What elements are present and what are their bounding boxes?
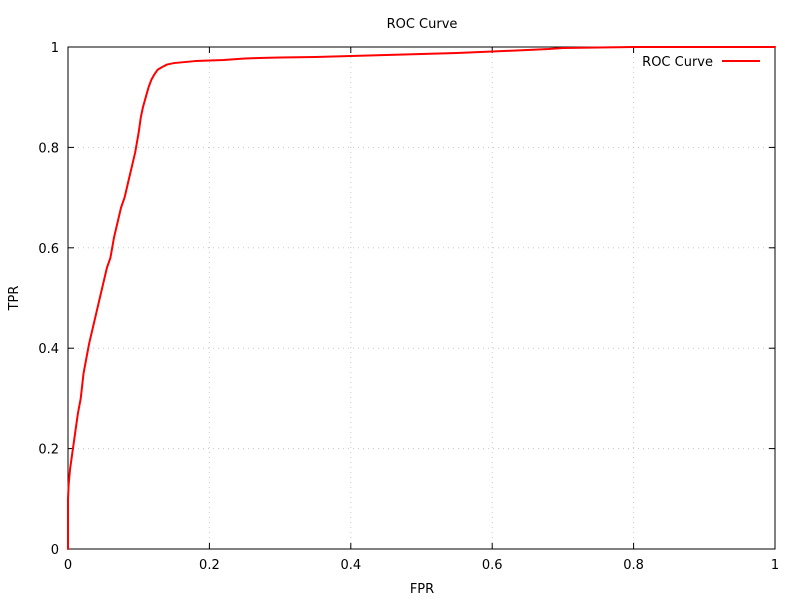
- y-tick-label: 0: [51, 543, 59, 558]
- x-tick-label: 0.6: [482, 558, 503, 573]
- x-tick-label: 0.2: [199, 558, 220, 573]
- series-line-roc-curve: [67, 46, 776, 550]
- axes-layer: 0 0.2 0.4 0.6 0.8 1 0 0.2 0.4 0.6 0.8 1: [38, 41, 779, 573]
- legend: ROC Curve: [642, 55, 760, 70]
- x-tick-label: 1: [771, 558, 779, 573]
- x-tick-label: 0: [64, 558, 72, 573]
- plot-frame: [67, 46, 776, 550]
- y-tick-label: 0.6: [38, 242, 59, 257]
- y-tick-label: 0.2: [38, 443, 59, 458]
- x-axis-label: FPR: [410, 582, 434, 597]
- y-axis-label: TPR: [7, 286, 22, 312]
- x-tick-label: 0.4: [340, 558, 361, 573]
- series-layer: [67, 46, 776, 550]
- y-tick-label: 1: [51, 41, 59, 56]
- y-tick-label: 0.4: [38, 342, 59, 357]
- chart-title: ROC Curve: [387, 17, 458, 32]
- grid-layer: [68, 47, 775, 549]
- legend-label-roc-curve: ROC Curve: [642, 55, 713, 70]
- y-tick-label: 0.8: [38, 141, 59, 156]
- x-tick-label: 0.8: [623, 558, 644, 573]
